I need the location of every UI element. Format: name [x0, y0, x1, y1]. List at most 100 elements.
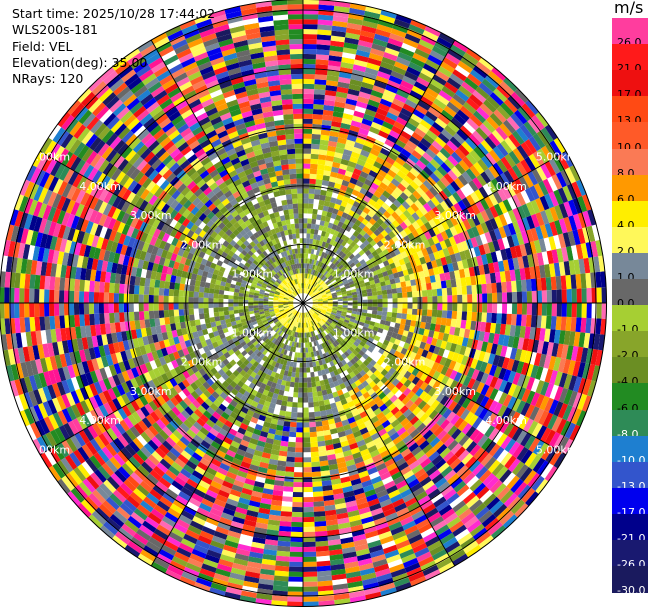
velocity-bin — [178, 205, 187, 216]
velocity-bin — [273, 332, 278, 338]
velocity-bin — [447, 295, 453, 303]
velocity-bin — [86, 233, 95, 247]
velocity-bin — [210, 321, 217, 328]
velocity-bin — [472, 293, 478, 303]
velocity-bin — [219, 462, 231, 472]
velocity-bin — [251, 346, 258, 353]
velocity-bin — [208, 332, 215, 339]
velocity-bin — [171, 39, 188, 50]
velocity-bin — [352, 294, 358, 298]
velocity-bin — [442, 57, 458, 70]
velocity-bin — [266, 340, 272, 346]
velocity-bin — [376, 70, 391, 80]
velocity-bin — [126, 402, 136, 415]
velocity-bin — [388, 107, 401, 117]
velocity-bin — [136, 528, 152, 542]
velocity-bin — [219, 333, 226, 340]
velocity-bin — [232, 336, 239, 343]
velocity-bin — [341, 57, 355, 65]
velocity-bin — [124, 544, 141, 558]
velocity-bin — [259, 252, 266, 259]
velocity-bin — [198, 251, 206, 259]
velocity-bin — [341, 246, 347, 253]
velocity-bin — [368, 217, 377, 226]
velocity-bin — [198, 116, 211, 127]
velocity-bin — [245, 270, 252, 276]
velocity-bin — [219, 134, 231, 144]
velocity-bin — [465, 153, 478, 166]
velocity-bin — [261, 147, 271, 154]
velocity-bin — [465, 276, 472, 286]
velocity-bin — [83, 427, 95, 442]
velocity-bin — [213, 269, 220, 276]
velocity-bin — [284, 322, 289, 328]
velocity-bin — [303, 118, 313, 124]
velocity-bin — [457, 294, 463, 303]
velocity-bin — [58, 425, 71, 440]
velocity-bin — [237, 54, 252, 63]
velocity-bin — [444, 238, 452, 248]
velocity-bin — [7, 240, 16, 257]
velocity-bin — [295, 321, 298, 328]
velocity-bin — [215, 70, 230, 80]
velocity-bin — [377, 294, 383, 300]
velocity-bin — [285, 344, 290, 351]
velocity-bin — [159, 74, 174, 86]
velocity-bin — [88, 291, 95, 303]
velocity-bin — [52, 145, 65, 161]
velocity-bin — [443, 158, 455, 170]
velocity-bin — [393, 272, 400, 279]
velocity-bin — [60, 264, 67, 278]
velocity-bin — [257, 387, 265, 394]
velocity-bin — [230, 520, 244, 530]
velocity-bin — [188, 297, 194, 303]
velocity-bin — [160, 324, 167, 333]
velocity-bin — [161, 121, 175, 133]
velocity-bin — [436, 151, 448, 163]
velocity-bin — [346, 165, 355, 173]
velocity-bin — [97, 466, 111, 480]
velocity-bin — [115, 171, 126, 184]
velocity-bin — [346, 134, 357, 142]
velocity-bin — [193, 51, 209, 62]
velocity-bin — [278, 277, 283, 282]
velocity-bin — [25, 361, 34, 377]
velocity-bin — [383, 210, 392, 219]
velocity-bin — [281, 400, 288, 407]
velocity-bin — [338, 244, 344, 251]
velocity-bin — [187, 359, 196, 368]
velocity-bin — [340, 266, 346, 272]
velocity-bin — [244, 338, 251, 344]
velocity-bin — [361, 25, 377, 34]
velocity-bin — [250, 416, 259, 424]
velocity-bin — [292, 103, 303, 109]
velocity-bin — [342, 298, 348, 301]
velocity-bin — [383, 275, 390, 282]
velocity-bin — [171, 329, 178, 338]
velocity-bin — [163, 258, 171, 267]
velocity-bin — [122, 340, 130, 351]
velocity-bin — [568, 260, 576, 275]
velocity-bin — [274, 119, 285, 126]
velocity-bin — [238, 303, 244, 307]
velocity-bin — [199, 426, 210, 436]
velocity-bin — [206, 47, 222, 57]
velocity-bin — [291, 286, 295, 291]
velocity-bin — [109, 456, 122, 470]
velocity-bin — [332, 295, 338, 299]
velocity-bin — [536, 290, 543, 303]
velocity-bin — [401, 42, 417, 53]
velocity-bin — [544, 161, 556, 177]
velocity-bin — [470, 191, 480, 204]
velocity-bin — [318, 267, 323, 273]
velocity-bin — [265, 276, 271, 282]
velocity-bin — [34, 316, 41, 332]
velocity-bin — [289, 307, 295, 310]
velocity-bin — [294, 268, 297, 275]
velocity-bin — [255, 76, 268, 84]
velocity-bin — [162, 492, 176, 504]
velocity-bin — [353, 184, 362, 192]
velocity-bin — [152, 218, 161, 229]
velocity-bin — [150, 85, 165, 98]
velocity-bin — [261, 173, 270, 180]
